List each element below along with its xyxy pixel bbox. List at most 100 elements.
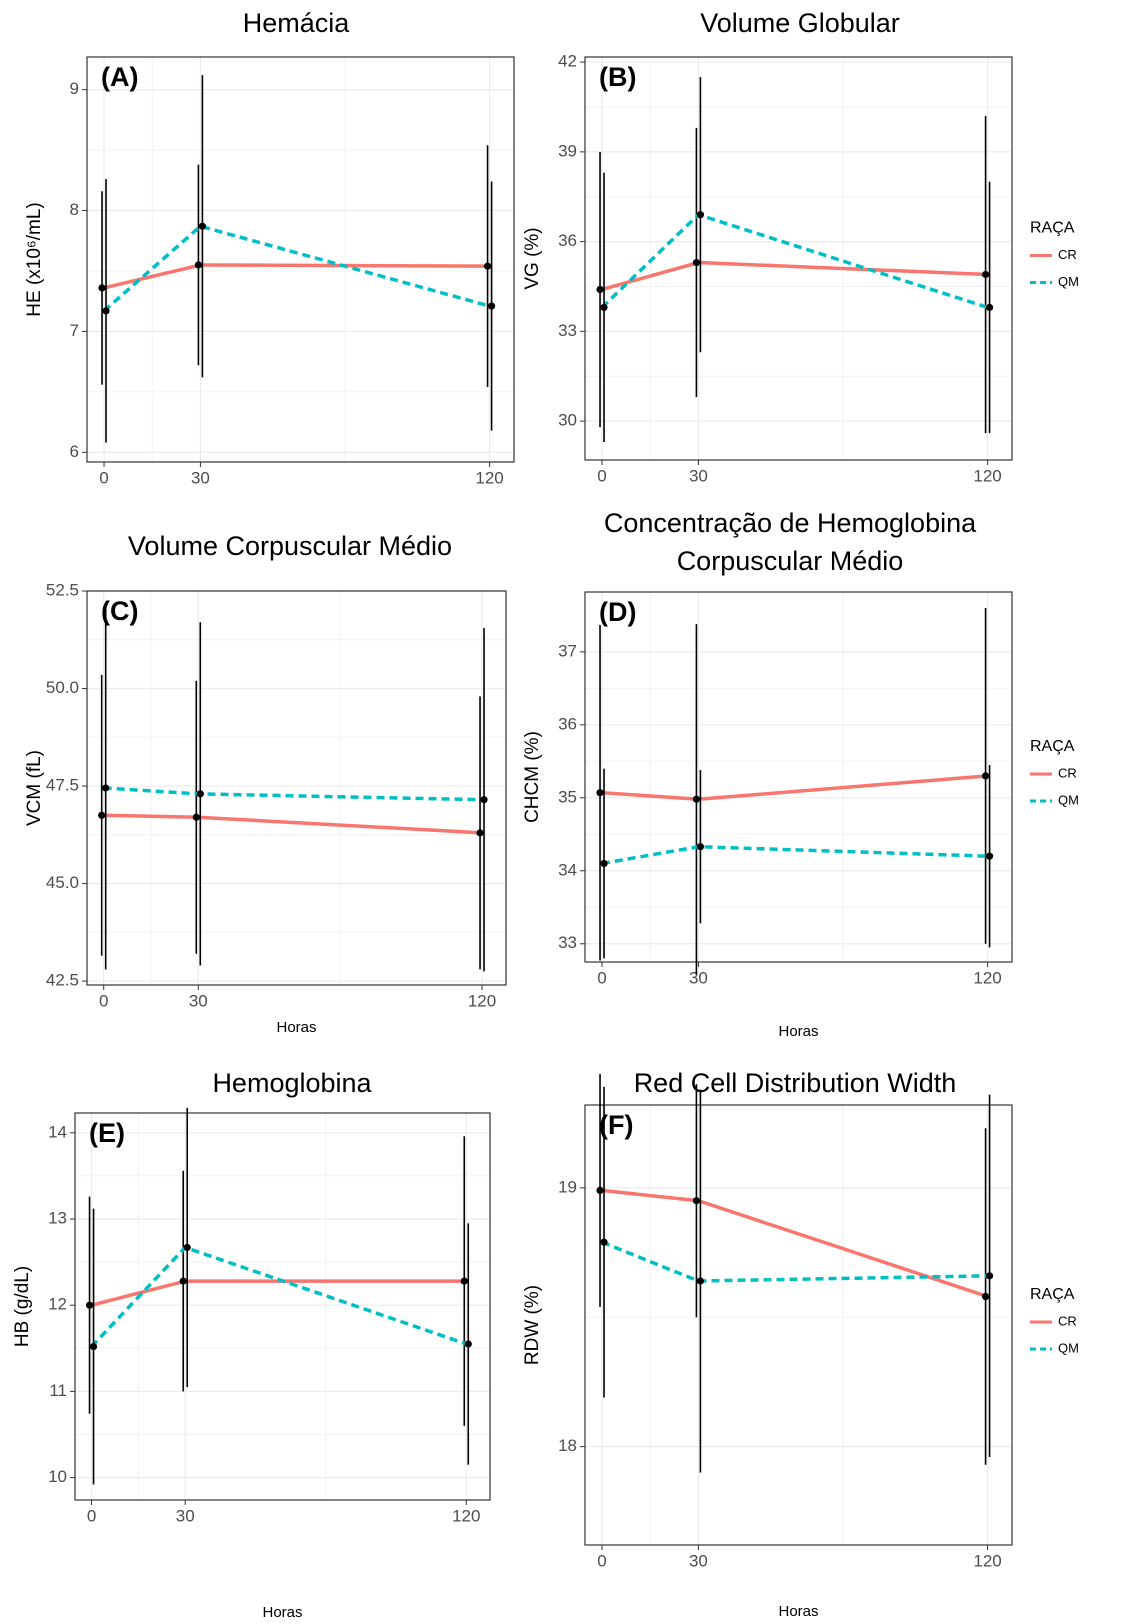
legend-label: CR xyxy=(1058,765,1077,780)
point xyxy=(192,813,200,821)
y-tick-label: 11 xyxy=(49,1381,67,1400)
plot-border xyxy=(86,590,507,986)
legend-title: RAÇA xyxy=(1030,220,1075,237)
point xyxy=(600,303,608,312)
y-tick-label: 42.5 xyxy=(46,971,79,990)
x-tick-label: 30 xyxy=(689,466,708,485)
y-tick-label: 19 xyxy=(558,1177,577,1196)
plot-background xyxy=(585,57,1012,460)
y-tick-label: 13 xyxy=(48,1209,67,1228)
y-axis-label: VCM (fL) xyxy=(24,750,45,826)
y-axis-label: CHCM (%) xyxy=(522,731,543,823)
y-tick-label: 30 xyxy=(558,411,577,430)
x-tick-label: 0 xyxy=(99,991,108,1010)
y-tick-label: 33 xyxy=(558,933,577,952)
plot-border xyxy=(584,1104,1013,1546)
series-line xyxy=(102,224,491,313)
point xyxy=(981,1292,990,1301)
point xyxy=(476,829,484,837)
point xyxy=(89,1342,98,1351)
plot-background xyxy=(75,1113,490,1500)
y-tick-label: 45.0 xyxy=(46,873,79,892)
panel-label: (E) xyxy=(89,1118,125,1148)
point xyxy=(981,772,990,780)
legend-label: CR xyxy=(1058,1313,1077,1328)
y-tick-label: 37 xyxy=(558,641,577,660)
panel-label: (B) xyxy=(599,62,636,92)
y-tick-label: 7 xyxy=(70,321,79,340)
point xyxy=(985,1272,994,1280)
legend-title: RAÇA xyxy=(1030,738,1075,755)
point xyxy=(198,222,207,230)
legend-label: QM xyxy=(1058,1340,1079,1355)
plot-border xyxy=(86,56,515,463)
plot-background xyxy=(87,591,506,985)
point xyxy=(460,1277,468,1285)
point xyxy=(985,852,994,860)
x-axis-label: Horas xyxy=(778,1603,818,1620)
point xyxy=(102,307,110,315)
legend-title: RAÇA xyxy=(1030,1286,1075,1303)
y-axis-label: HB (g/dL) xyxy=(12,1266,33,1347)
point xyxy=(196,790,204,798)
plot-border xyxy=(74,1112,491,1501)
plot-border xyxy=(584,591,1013,963)
x-tick-label: 120 xyxy=(468,991,496,1010)
point xyxy=(692,258,701,267)
y-axis-label: VG (%) xyxy=(522,227,543,289)
x-tick-label: 120 xyxy=(973,466,1001,485)
y-tick-label: 14 xyxy=(48,1122,67,1141)
point xyxy=(696,211,705,219)
x-tick-label: 30 xyxy=(689,1551,708,1570)
y-tick-label: 6 xyxy=(70,442,79,461)
y-tick-label: 10 xyxy=(48,1467,67,1486)
y-tick-label: 12 xyxy=(48,1295,67,1314)
point xyxy=(179,1277,187,1285)
panel-label: (D) xyxy=(599,597,636,627)
y-tick-label: 47.5 xyxy=(46,776,79,795)
y-tick-label: 33 xyxy=(558,321,577,340)
x-tick-label: 30 xyxy=(689,968,708,987)
y-tick-label: 35 xyxy=(558,787,577,806)
point xyxy=(692,795,701,803)
x-axis-label: Horas xyxy=(778,1023,818,1040)
x-tick-label: 0 xyxy=(597,1551,606,1570)
x-tick-label: 0 xyxy=(87,1506,96,1525)
x-tick-label: 0 xyxy=(99,468,108,487)
x-tick-label: 120 xyxy=(973,1551,1001,1570)
legend-label: QM xyxy=(1058,274,1079,289)
legend-label: QM xyxy=(1058,792,1079,807)
x-tick-label: 120 xyxy=(973,968,1001,987)
y-tick-label: 36 xyxy=(558,714,577,733)
point xyxy=(981,270,990,279)
y-tick-label: 36 xyxy=(558,231,577,250)
legend-label: CR xyxy=(1058,247,1077,262)
x-tick-label: 30 xyxy=(176,1506,195,1525)
point xyxy=(985,303,994,312)
x-tick-label: 30 xyxy=(189,991,208,1010)
chart-title: Concentração de Hemoglobina xyxy=(604,508,977,538)
y-tick-label: 39 xyxy=(558,141,577,160)
point xyxy=(480,796,488,804)
y-tick-label: 42 xyxy=(558,52,577,71)
plot-background xyxy=(585,1105,1012,1545)
point xyxy=(483,262,492,270)
y-tick-label: 9 xyxy=(70,79,79,98)
x-tick-label: 120 xyxy=(452,1506,480,1525)
y-axis-label: HE (x10⁶/mL) xyxy=(24,202,45,316)
point xyxy=(102,784,110,792)
point xyxy=(596,285,604,294)
x-tick-label: 30 xyxy=(191,468,210,487)
point xyxy=(85,1301,94,1309)
point xyxy=(696,1277,705,1285)
x-axis-label: Horas xyxy=(276,1019,316,1036)
point xyxy=(692,1197,701,1205)
point xyxy=(696,843,705,851)
y-tick-label: 8 xyxy=(70,200,79,219)
y-tick-label: 50.0 xyxy=(46,678,79,697)
point xyxy=(596,1186,604,1195)
point xyxy=(600,859,608,868)
panel-label: (A) xyxy=(101,62,138,92)
point xyxy=(98,284,106,292)
point xyxy=(596,789,604,797)
